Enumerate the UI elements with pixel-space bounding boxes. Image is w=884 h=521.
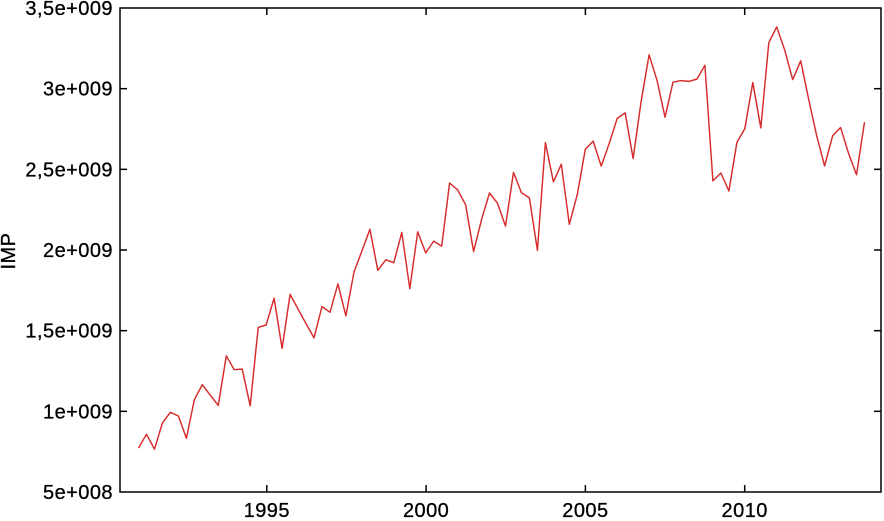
svg-text:1,5e+009: 1,5e+009 <box>25 321 113 343</box>
svg-text:3,5e+009: 3,5e+009 <box>25 0 113 20</box>
svg-text:2010: 2010 <box>722 500 768 521</box>
svg-text:2000: 2000 <box>403 500 449 521</box>
svg-text:3e+009: 3e+009 <box>43 79 113 101</box>
svg-text:2e+009: 2e+009 <box>43 240 113 262</box>
svg-text:2,5e+009: 2,5e+009 <box>25 159 113 181</box>
svg-text:IMP: IMP <box>0 233 20 270</box>
svg-text:5e+008: 5e+008 <box>43 482 113 504</box>
svg-text:1995: 1995 <box>244 500 290 521</box>
svg-text:1e+009: 1e+009 <box>43 401 113 423</box>
svg-text:2005: 2005 <box>562 500 608 521</box>
